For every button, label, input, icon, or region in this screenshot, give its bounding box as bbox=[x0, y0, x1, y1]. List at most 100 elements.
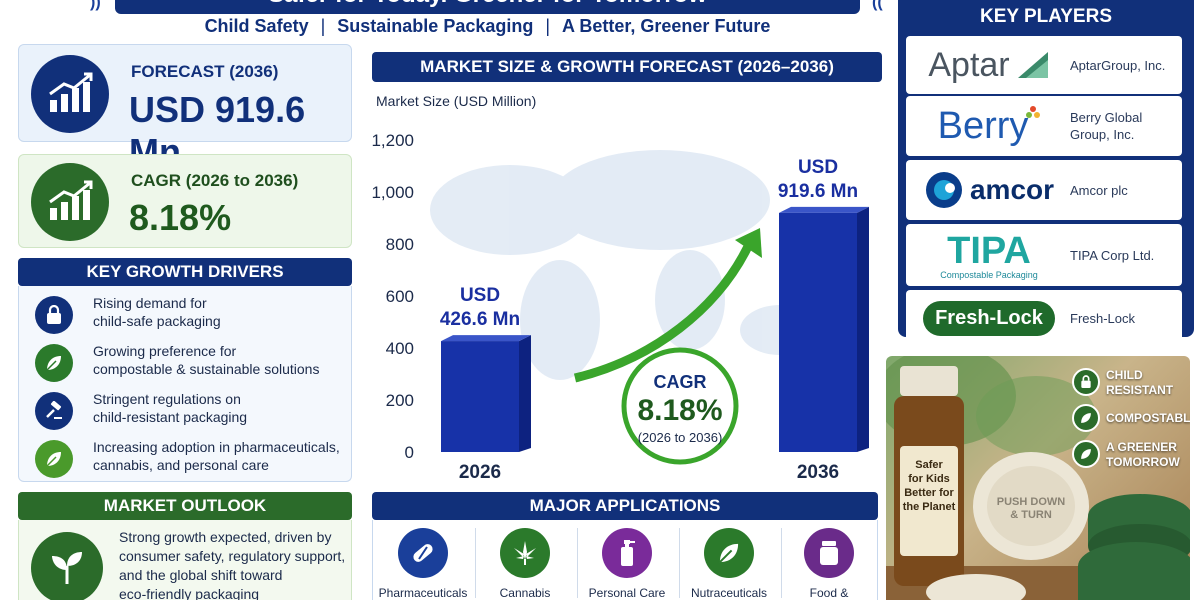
y-tick-label: 1,200 bbox=[371, 131, 414, 150]
badge-line: TOMORROW bbox=[1106, 455, 1180, 469]
drivers-title: KEY GROWTH DRIVERS bbox=[18, 258, 352, 286]
logo-subtext: Compostable Packaging bbox=[940, 270, 1038, 280]
growth-chart-icon bbox=[31, 55, 109, 133]
applications-panel: Pharmaceuticals Cannabis Personal Care N… bbox=[372, 520, 878, 600]
bar-top bbox=[441, 335, 531, 342]
outlook-line: and the global shift toward bbox=[119, 567, 283, 583]
cap-text-line: PUSH DOWN bbox=[996, 496, 1066, 508]
berry-logo: Berry bbox=[916, 102, 1062, 150]
product-illustration bbox=[886, 356, 1190, 600]
cagr-annotation-period: (2026 to 2036) bbox=[638, 430, 723, 445]
driver-line: compostable & sustainable solutions bbox=[93, 361, 320, 377]
application-item: Pharmaceuticals bbox=[373, 528, 473, 600]
swirl-right-icon: (( bbox=[872, 0, 883, 11]
driver-line: Stringent regulations on bbox=[93, 391, 241, 407]
outlook-panel: Strong growth expected, driven by consum… bbox=[18, 520, 352, 600]
y-tick-label: 600 bbox=[386, 287, 414, 306]
x-tick-label: 2036 bbox=[797, 462, 839, 483]
outlook-line: consumer safety, regulatory support, bbox=[119, 548, 346, 564]
forecast-label: FORECAST (2036) bbox=[131, 62, 279, 81]
cagr-annotation-title: CAGR bbox=[654, 372, 707, 392]
bar-2026 bbox=[441, 341, 519, 452]
jar-icon bbox=[804, 528, 854, 578]
badge-compostable: COMPOSTABLE bbox=[1072, 404, 1190, 432]
y-tick-label: 1,000 bbox=[371, 183, 414, 202]
pill-icon bbox=[398, 528, 448, 578]
bar-top bbox=[779, 206, 869, 213]
player-name: TIPA Corp Ltd. bbox=[1070, 247, 1155, 263]
y-tick-label: 200 bbox=[386, 391, 414, 410]
logo-text: Aptar bbox=[928, 45, 1010, 84]
cagr-label: CAGR (2026 to 2036) bbox=[131, 171, 299, 190]
tagline: Child Safety | Sustainable Packaging | A Bet… bbox=[204, 16, 771, 36]
applications-title: MAJOR APPLICATIONS bbox=[372, 492, 878, 520]
divider bbox=[577, 528, 578, 598]
application-item: Personal Care bbox=[577, 528, 677, 600]
player-name: Fresh-Lock bbox=[1070, 310, 1136, 326]
page-title: Safer for Today. Greener for Tomorrow bbox=[115, 0, 860, 14]
berry-mark-icon bbox=[1026, 106, 1041, 118]
jar-label: Safer for Kids Better for the Planet bbox=[900, 458, 958, 514]
aptar-logo: Aptar bbox=[916, 42, 1062, 88]
plant-icon bbox=[31, 532, 103, 600]
bottle-icon bbox=[602, 528, 652, 578]
market-bar-chart: 0 200 400 600 800 1,000 1,200 USD 426.6 Mn USD 91… bbox=[371, 131, 869, 483]
badge-line: CHILD bbox=[1106, 368, 1143, 382]
application-label: Personal Care bbox=[588, 586, 666, 600]
application-label: Food & bbox=[809, 586, 849, 600]
jar-label-line: Safer bbox=[915, 459, 943, 471]
jar-label-line: for Kids bbox=[908, 473, 950, 485]
outlook-line: eco-friendly packaging bbox=[119, 586, 260, 600]
driver-line: Rising demand for bbox=[93, 295, 207, 311]
cagr-card: CAGR (2026 to 2036) 8.18% bbox=[18, 154, 352, 248]
forecast-card: FORECAST (2036) USD 919.6 Mn bbox=[18, 44, 352, 172]
player-name: AptarGroup, Inc. bbox=[1070, 57, 1166, 73]
product-photo: Safer for Kids Better for the Planet PUS… bbox=[886, 356, 1190, 600]
divider bbox=[781, 528, 782, 598]
leaf-icon bbox=[1072, 440, 1100, 468]
cannabis-icon bbox=[500, 528, 550, 578]
bar-2036 bbox=[779, 212, 857, 452]
y-tick-label: 0 bbox=[405, 443, 414, 462]
player-card-berry: Berry Berry Global Group, Inc. bbox=[906, 96, 1182, 156]
cap-text-line: & TURN bbox=[1010, 509, 1052, 521]
application-item: Nutraceuticals bbox=[679, 528, 779, 600]
application-label: Nutraceuticals bbox=[690, 586, 768, 600]
leaf-icon bbox=[35, 440, 73, 478]
badge-child-resistant: CHILD RESISTANT bbox=[1072, 368, 1173, 398]
divider bbox=[475, 528, 476, 598]
x-tick-label: 2026 bbox=[459, 462, 501, 483]
player-card-amcor: amcor Amcor plc bbox=[906, 160, 1182, 220]
logo-text: Berry bbox=[937, 104, 1029, 147]
bar-side bbox=[857, 206, 869, 452]
jar-label-line: the Planet bbox=[902, 501, 956, 513]
leaf-icon bbox=[35, 344, 73, 382]
amcor-logo: amcor bbox=[916, 166, 1062, 214]
logo-text: Fresh-Lock bbox=[923, 300, 1055, 336]
logo-text: TIPA bbox=[947, 230, 1031, 272]
player-name: Amcor plc bbox=[1070, 182, 1128, 198]
application-item: Food & bbox=[779, 528, 879, 600]
player-card-aptar: Aptar AptarGroup, Inc. bbox=[906, 36, 1182, 94]
logo-text: amcor bbox=[969, 174, 1055, 205]
player-card-freshlock: Fresh-Lock Fresh-Lock bbox=[906, 290, 1182, 346]
forecast-value: USD 919.6 Mn bbox=[129, 89, 306, 172]
outlook-line: Strong growth expected, driven by bbox=[119, 529, 332, 545]
driver-item: Rising demand for child-safe packaging bbox=[19, 292, 353, 340]
amcor-mark-icon bbox=[925, 172, 962, 208]
lock-icon bbox=[35, 296, 73, 334]
bar-value-label: USD bbox=[798, 157, 838, 178]
driver-line: Growing preference for bbox=[93, 343, 237, 359]
outlook-title: MARKET OUTLOOK bbox=[18, 492, 352, 520]
badge-line: COMPOSTABLE bbox=[1106, 411, 1190, 425]
bar-value-label: 426.6 Mn bbox=[440, 309, 520, 330]
leaf-icon bbox=[704, 528, 754, 578]
tipa-logo: TIPA Compostable Packaging bbox=[916, 230, 1062, 282]
players-title: KEY PLAYERS bbox=[980, 6, 1112, 27]
cagr-annotation-value: 8.18% bbox=[637, 394, 722, 427]
divider bbox=[679, 528, 680, 598]
player-card-tipa: TIPA Compostable Packaging TIPA Corp Ltd… bbox=[906, 224, 1182, 286]
tagline-item: Child Safety bbox=[204, 16, 309, 36]
driver-line: child-safe packaging bbox=[93, 313, 221, 329]
application-label: Cannabis bbox=[499, 586, 551, 600]
